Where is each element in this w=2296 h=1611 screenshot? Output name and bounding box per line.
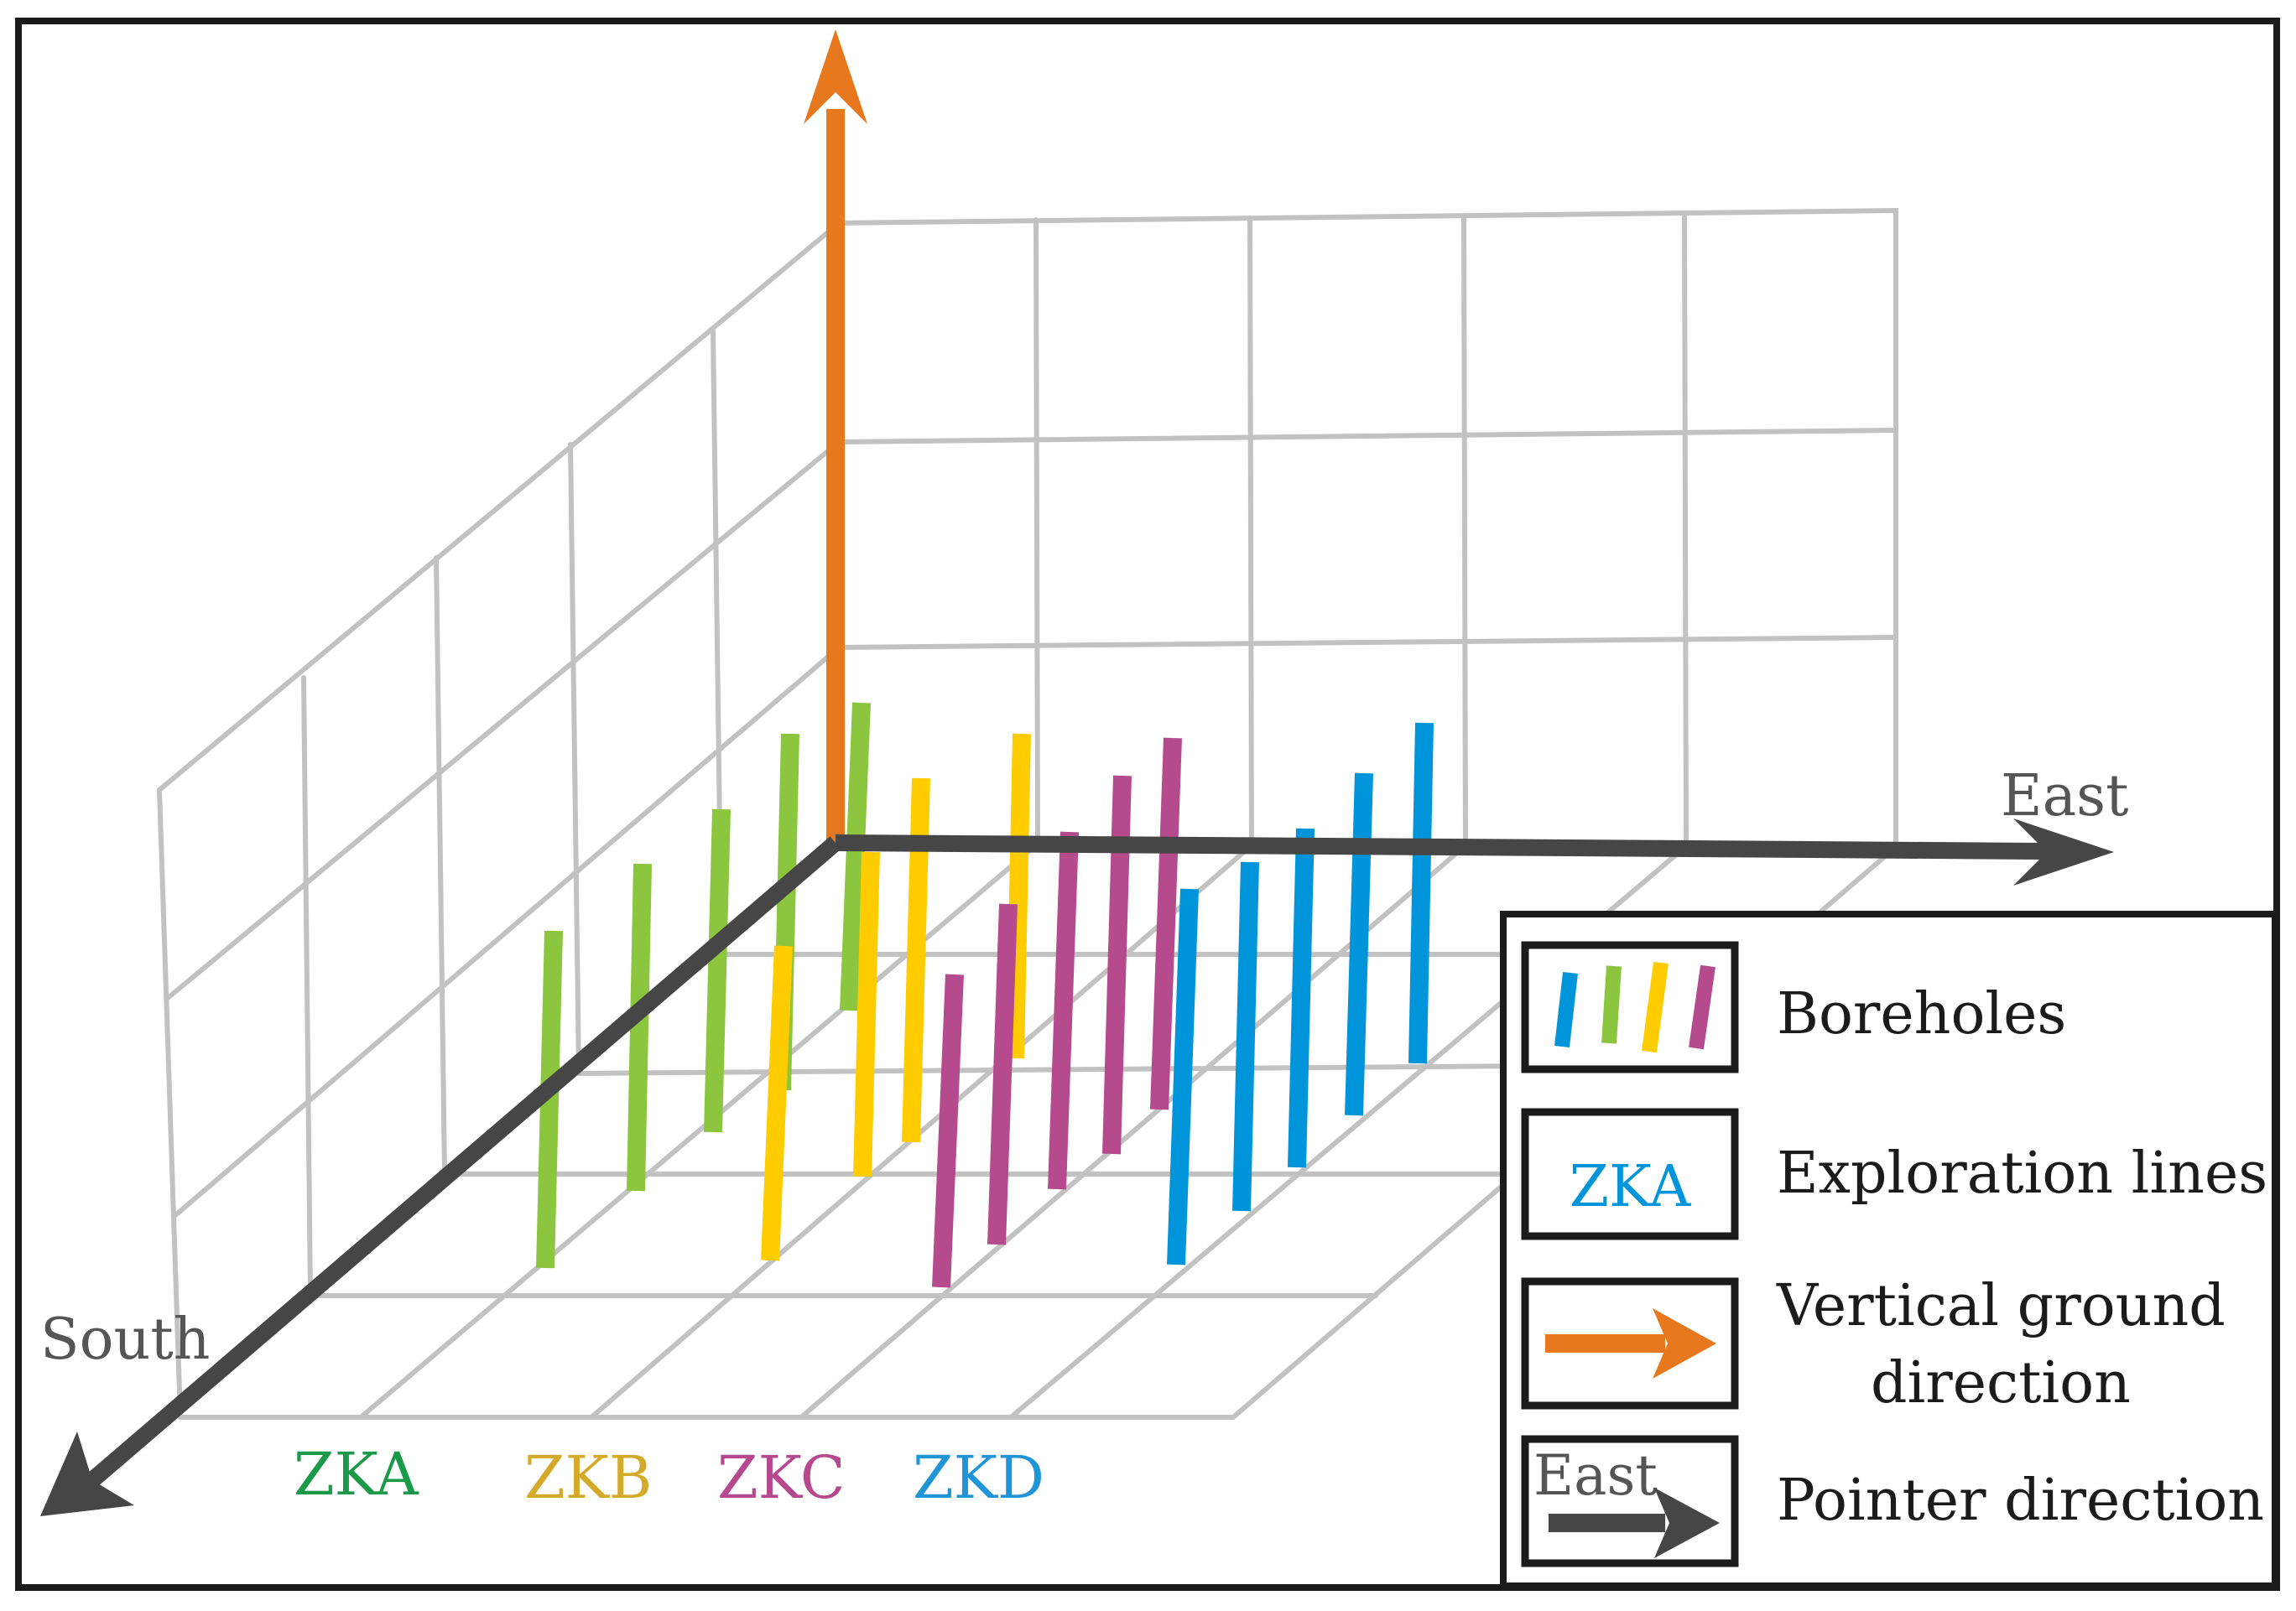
legend-east-sample: East — [1533, 1443, 1658, 1508]
legend-label-pointer-direction: Pointer direction — [1777, 1468, 2264, 1534]
borehole-zkb-8 — [1006, 733, 1031, 1059]
legend-label-exploration-lines: Exploration lines — [1777, 1141, 2267, 1207]
borehole-zka-1 — [627, 863, 652, 1192]
grid-planes — [156, 207, 1898, 1420]
borehole-zka-4 — [840, 702, 871, 1011]
legend-swatch-box-pointer — [1521, 1435, 1739, 1567]
outer-frame — [15, 18, 2280, 1591]
borehole-zka-2 — [704, 808, 731, 1133]
borehole-zkd-17 — [1345, 772, 1373, 1116]
borehole-zkd-18 — [1408, 722, 1434, 1064]
south-axis-shaft — [86, 836, 841, 1487]
left-grid-plane — [156, 221, 841, 1420]
borehole-zkc-10 — [987, 903, 1018, 1245]
borehole-zkc-9 — [932, 974, 964, 1288]
legend-row-boreholes: Boreholes — [1521, 941, 2066, 1073]
legend-borehole-green — [1601, 965, 1622, 1044]
east-axis-shaft — [835, 834, 2048, 860]
borehole-zka-0 — [536, 930, 563, 1269]
borehole-zkb-6 — [853, 851, 880, 1177]
vertical-ground-arrow — [804, 29, 867, 843]
back-grid-plane — [836, 207, 1898, 850]
borehole-zkc-13 — [1150, 737, 1182, 1110]
legend: Boreholes ZKA Exploration lines Vertical… — [1500, 911, 2278, 1589]
south-axis-head — [40, 1432, 134, 1516]
east-axis-arrow — [835, 818, 2114, 886]
legend-label-boreholes: Boreholes — [1777, 981, 2066, 1047]
exploration-line-label-zkc: ZKC — [717, 1443, 846, 1512]
south-axis-label: South — [40, 1307, 210, 1373]
east-axis-head — [2013, 818, 2114, 886]
borehole-zkd-16 — [1288, 828, 1315, 1168]
east-axis-label: East — [2001, 763, 2128, 829]
legend-borehole-blue — [1554, 971, 1578, 1048]
legend-row-vertical-direction: Vertical ground direction — [1521, 1273, 2226, 1416]
borehole-zkd-15 — [1232, 861, 1259, 1212]
legend-borehole-magenta — [1689, 964, 1715, 1050]
legend-dark-arrow-icon — [1549, 1488, 1720, 1558]
exploration-line-label-zkd: ZKD — [913, 1443, 1044, 1512]
borehole-zkc-11 — [1048, 831, 1079, 1190]
boreholes-group — [536, 702, 1434, 1288]
borehole-zkd-14 — [1167, 888, 1199, 1265]
borehole-zkc-12 — [1102, 775, 1132, 1155]
legend-swatch-box-exploration — [1521, 1108, 1739, 1240]
legend-label-vertical-line1: Vertical ground — [1776, 1273, 2226, 1339]
legend-borehole-yellow — [1642, 961, 1669, 1053]
vertical-arrow-head — [804, 29, 867, 124]
legend-exploration-sample: ZKA — [1570, 1154, 1691, 1220]
legend-row-pointer-direction: East Pointer direction — [1521, 1435, 2264, 1567]
exploration-line-label-zka: ZKA — [294, 1440, 419, 1509]
borehole-zkb-5 — [761, 945, 793, 1261]
legend-row-exploration-lines: ZKA Exploration lines — [1521, 1108, 2267, 1240]
legend-orange-arrow-icon — [1545, 1308, 1716, 1379]
borehole-zkb-7 — [902, 777, 930, 1143]
legend-label-vertical-line2: direction — [1871, 1350, 2131, 1416]
south-axis-arrow — [40, 836, 841, 1516]
exploration-line-label-zkb: ZKB — [524, 1443, 652, 1512]
